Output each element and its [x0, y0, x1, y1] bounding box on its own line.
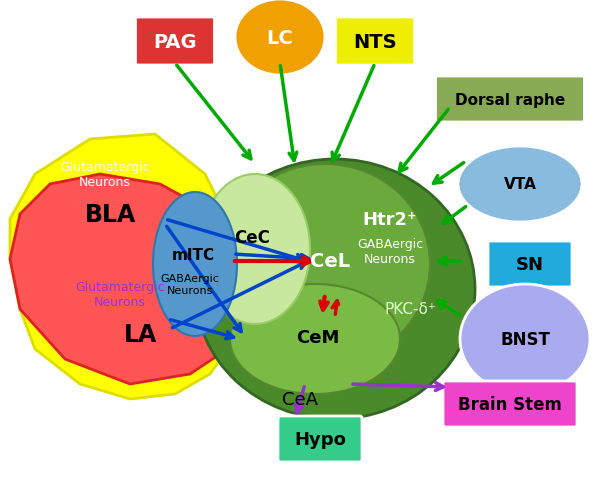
Text: LA: LA	[124, 323, 157, 346]
Text: SN: SN	[516, 255, 544, 274]
Text: Htr2⁺: Htr2⁺	[362, 211, 418, 228]
Text: CeC: CeC	[234, 228, 270, 247]
Ellipse shape	[153, 192, 237, 336]
FancyBboxPatch shape	[335, 18, 415, 66]
Ellipse shape	[200, 175, 310, 324]
Text: CeA: CeA	[282, 390, 318, 408]
Ellipse shape	[195, 160, 475, 419]
Text: NTS: NTS	[353, 33, 397, 51]
Text: LC: LC	[266, 28, 293, 48]
FancyBboxPatch shape	[443, 381, 577, 427]
Ellipse shape	[460, 285, 590, 394]
Text: Dorsal raphe: Dorsal raphe	[455, 92, 565, 107]
Text: CeL: CeL	[310, 252, 350, 271]
Text: BLA: BLA	[85, 203, 136, 227]
Text: Glutamatergic
Neurons: Glutamatergic Neurons	[75, 280, 165, 308]
Text: CeM: CeM	[296, 328, 340, 346]
Ellipse shape	[230, 285, 400, 394]
Text: Brain Stem: Brain Stem	[458, 395, 562, 413]
Text: GABAergic
Neurons: GABAergic Neurons	[357, 238, 423, 265]
Text: Glutamatergic
Neurons: Glutamatergic Neurons	[60, 161, 150, 189]
Text: GABAergic
Neurons: GABAergic Neurons	[161, 274, 220, 295]
Text: PAG: PAG	[153, 33, 197, 51]
Text: PKC-δ⁺: PKC-δ⁺	[384, 302, 436, 317]
FancyBboxPatch shape	[436, 77, 584, 123]
Text: Hypo: Hypo	[294, 430, 346, 448]
Ellipse shape	[235, 0, 325, 76]
Text: BNST: BNST	[500, 330, 550, 348]
Text: VTA: VTA	[503, 177, 536, 192]
FancyBboxPatch shape	[488, 241, 572, 288]
FancyBboxPatch shape	[278, 416, 362, 462]
FancyBboxPatch shape	[136, 18, 215, 66]
Ellipse shape	[220, 165, 430, 364]
Ellipse shape	[458, 147, 582, 223]
Polygon shape	[10, 135, 245, 399]
Polygon shape	[10, 175, 250, 384]
Text: mITC: mITC	[172, 247, 215, 262]
